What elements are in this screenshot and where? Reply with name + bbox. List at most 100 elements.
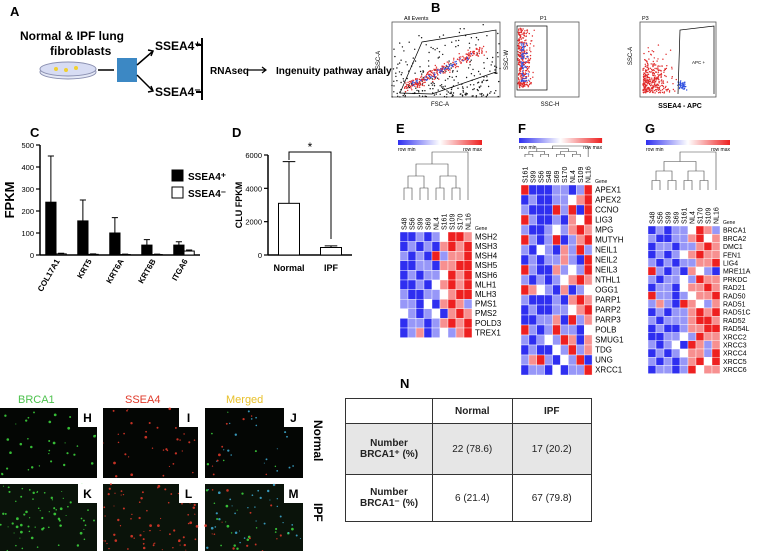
heatmap-cell: [711, 316, 721, 325]
event-dot: [399, 42, 401, 44]
event-dot: [523, 78, 525, 80]
heatmap-cell: [576, 344, 585, 356]
event-dot: [436, 47, 438, 50]
event-dot: [482, 24, 484, 26]
event-dot: [431, 78, 434, 80]
event-dot: [458, 53, 460, 55]
event-dot: [447, 67, 449, 69]
signal-dot: [138, 516, 141, 520]
signal-dot: [275, 527, 278, 531]
event-dot: [520, 29, 522, 31]
row-label: Number BRCA1⁺ (%): [345, 423, 433, 475]
y-axis-label: SSC-W: [504, 50, 510, 70]
event-dot: [419, 86, 421, 89]
event-dot: [649, 71, 651, 73]
event-dot: [443, 63, 446, 65]
event-dot: [432, 72, 434, 74]
event-dot: [424, 95, 426, 97]
heatmap-cell: [679, 299, 689, 309]
heatmap-cell: [520, 194, 530, 206]
heatmap-cell: [703, 340, 713, 350]
event-dot: [662, 82, 665, 85]
event-dot: [498, 43, 500, 45]
heatmap-cell: [711, 348, 721, 358]
event-dot: [526, 81, 528, 84]
event-dot: [401, 72, 403, 74]
heatmap-cell: [544, 274, 553, 286]
event-dot: [521, 73, 524, 75]
event-dot: [475, 95, 478, 97]
heatmap-cell: [520, 284, 530, 296]
heatmap-cell: [552, 274, 561, 286]
event-dot: [643, 81, 645, 84]
panel-tag: [78, 408, 97, 427]
signal-dot: [117, 518, 120, 522]
heatmap-cell: [703, 242, 713, 251]
event-dot: [458, 56, 461, 58]
heatmap-cell: [671, 332, 681, 342]
signal-dot: [130, 473, 134, 477]
event-dot: [454, 65, 456, 67]
event-dot: [523, 48, 525, 50]
event-dot: [684, 83, 686, 85]
row-label: NTHL1: [595, 276, 621, 285]
signal-dot: [48, 511, 50, 513]
event-dot: [452, 70, 454, 72]
heatmap-cell: [552, 344, 561, 356]
heatmap-cell: [663, 365, 673, 374]
heatmap-cell: [679, 250, 689, 260]
event-dot: [435, 66, 438, 68]
heatmap-cell: [455, 289, 465, 300]
event-dot: [526, 52, 528, 54]
signal-dot: [257, 489, 260, 492]
panel-label: L: [185, 487, 192, 501]
event-dot: [525, 32, 527, 35]
heatmap-cell: [695, 307, 705, 317]
event-dot: [452, 95, 454, 97]
row-header: Gene: [475, 226, 487, 232]
header-cell: IPF: [511, 398, 592, 424]
event-dot: [520, 48, 522, 51]
event-dot: [444, 72, 446, 74]
column-label: S48: [650, 211, 657, 224]
event-dot: [529, 43, 532, 45]
signal-dot: [131, 513, 133, 516]
heatmap-cell: [703, 332, 713, 342]
heatmap-cell: [520, 214, 530, 226]
heatmap-cell: [687, 332, 697, 342]
signal-dot: [251, 494, 254, 497]
event-dot: [650, 87, 652, 89]
row-label: NEIL2: [595, 256, 618, 265]
signal-dot: [272, 483, 276, 487]
event-dot: [403, 50, 405, 52]
heatmap-cell: [407, 289, 417, 300]
signal-dot: [48, 449, 51, 452]
heatmap-cell: [407, 299, 417, 310]
event-dot: [661, 65, 663, 67]
event-dot: [475, 54, 477, 56]
event-dot: [406, 77, 408, 80]
event-dot: [439, 93, 441, 96]
signal-dot: [142, 546, 146, 550]
event-dot: [429, 88, 431, 90]
heatmap-cell: [431, 231, 441, 242]
event-dot: [431, 75, 433, 78]
event-dot: [518, 47, 520, 49]
signal-dot: [122, 507, 125, 510]
event-dot: [473, 88, 475, 90]
event-dot: [679, 86, 681, 89]
event-dot: [414, 83, 417, 85]
event-dot: [521, 37, 523, 39]
signal-dot: [218, 453, 221, 457]
signal-dot: [223, 449, 225, 451]
event-dot: [657, 73, 659, 76]
heatmap-cell: [560, 304, 569, 316]
row-label: LIG4: [723, 261, 738, 268]
signal-dot: [174, 426, 177, 429]
heatmap-cell: [568, 194, 577, 206]
event-dot: [418, 35, 420, 37]
error-bar: [47, 155, 54, 203]
condition-label: IPF: [311, 503, 325, 522]
signal-dot: [37, 490, 39, 492]
heatmap-cell: [655, 365, 665, 374]
